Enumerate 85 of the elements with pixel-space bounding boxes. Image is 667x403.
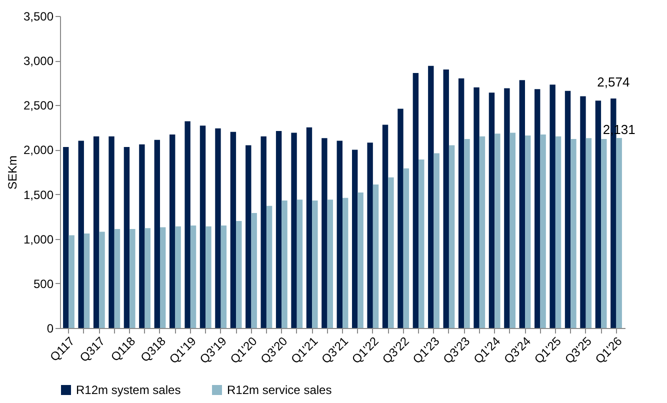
bar xyxy=(570,139,576,328)
bar xyxy=(458,78,464,328)
bar xyxy=(540,134,546,328)
y-tick-label: 2,500 xyxy=(23,98,54,113)
y-tick-label: 1,500 xyxy=(23,188,54,202)
bar xyxy=(306,127,312,328)
bar xyxy=(372,184,379,328)
bar xyxy=(184,121,190,328)
bar xyxy=(175,226,181,328)
legend-label: R12m service sales xyxy=(227,383,332,397)
bar xyxy=(479,136,486,328)
bar xyxy=(220,225,227,328)
bar xyxy=(474,87,480,328)
y-tick-label: 2,000 xyxy=(23,143,54,158)
bar xyxy=(616,138,622,328)
y-tick-label: 0 xyxy=(46,322,54,336)
bar xyxy=(494,134,500,328)
bar xyxy=(296,200,303,328)
bar xyxy=(108,136,114,328)
y-tick-label: 1,000 xyxy=(23,232,54,246)
bar xyxy=(84,234,90,328)
bar xyxy=(464,139,470,328)
bar xyxy=(154,140,160,328)
bar xyxy=(139,144,145,328)
bar xyxy=(601,139,607,328)
bar xyxy=(190,225,196,328)
bar xyxy=(93,136,100,328)
bar xyxy=(282,200,288,328)
data-label: 2,574 xyxy=(597,74,630,90)
y-tick-label: 500 xyxy=(33,276,54,291)
bar xyxy=(367,142,373,328)
bar xyxy=(398,108,404,328)
bar xyxy=(428,66,434,328)
bar xyxy=(519,80,526,328)
bar xyxy=(251,213,257,328)
bar xyxy=(99,232,105,328)
bar xyxy=(114,229,120,328)
bar xyxy=(78,140,84,328)
bar xyxy=(124,147,130,328)
bar xyxy=(510,132,516,328)
bar xyxy=(206,226,212,328)
bar xyxy=(504,88,510,328)
bar xyxy=(352,150,358,328)
y-tick-label: 3,000 xyxy=(23,54,54,68)
bar xyxy=(534,89,540,328)
bar xyxy=(291,132,297,328)
bar xyxy=(388,177,394,328)
bar xyxy=(580,96,586,328)
bar xyxy=(236,221,242,328)
bar xyxy=(434,153,440,328)
bar xyxy=(418,160,424,328)
bar xyxy=(525,135,531,328)
bar xyxy=(246,145,252,328)
y-axis-title: SEKm xyxy=(5,155,20,190)
bar xyxy=(448,145,455,328)
legend-label: R12m system sales xyxy=(76,383,181,397)
bar xyxy=(382,124,388,328)
bar xyxy=(586,138,592,328)
bar xyxy=(342,198,348,328)
bar xyxy=(443,69,449,328)
bar xyxy=(215,128,221,328)
bar xyxy=(144,228,150,328)
bar xyxy=(488,92,495,328)
bar xyxy=(550,84,556,328)
bar xyxy=(260,136,266,328)
bar xyxy=(312,200,318,328)
bar xyxy=(170,134,176,328)
bar xyxy=(327,200,333,328)
bar xyxy=(63,147,69,328)
bar xyxy=(276,130,282,328)
bar xyxy=(160,227,166,328)
bar xyxy=(130,229,136,328)
bar xyxy=(68,235,74,328)
y-tick-label: 3,500 xyxy=(23,10,54,24)
bar xyxy=(322,138,328,328)
bar xyxy=(403,168,410,328)
bar xyxy=(555,136,562,328)
bar xyxy=(336,140,342,328)
bar xyxy=(564,90,571,328)
bar xyxy=(358,192,364,328)
bar xyxy=(230,132,236,328)
bar xyxy=(412,73,419,328)
bar xyxy=(595,100,602,328)
bar xyxy=(200,126,206,328)
bar xyxy=(266,206,272,328)
